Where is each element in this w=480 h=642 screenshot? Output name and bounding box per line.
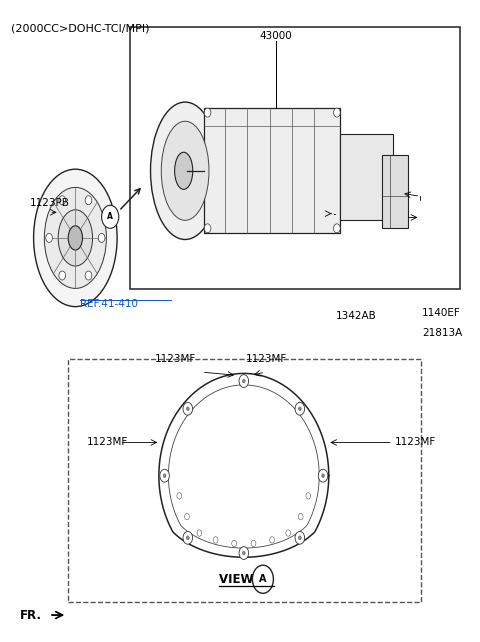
FancyBboxPatch shape xyxy=(204,108,340,233)
Circle shape xyxy=(239,546,249,559)
Circle shape xyxy=(306,492,311,499)
Ellipse shape xyxy=(68,226,83,250)
Circle shape xyxy=(204,224,211,233)
Text: (2000CC>DOHC-TCI/MPI): (2000CC>DOHC-TCI/MPI) xyxy=(11,24,149,34)
Circle shape xyxy=(286,530,290,536)
Text: 1123MF: 1123MF xyxy=(87,437,129,447)
Circle shape xyxy=(251,541,256,546)
Text: A: A xyxy=(107,213,113,221)
Text: 1123PB: 1123PB xyxy=(30,198,70,208)
Circle shape xyxy=(298,514,303,520)
Text: 1123MF: 1123MF xyxy=(155,354,196,365)
Ellipse shape xyxy=(151,102,220,239)
Circle shape xyxy=(85,271,92,280)
FancyBboxPatch shape xyxy=(68,360,421,602)
Circle shape xyxy=(295,403,305,415)
Circle shape xyxy=(299,407,301,411)
Circle shape xyxy=(177,492,181,499)
Circle shape xyxy=(197,530,202,536)
Ellipse shape xyxy=(34,169,117,307)
Circle shape xyxy=(318,469,328,482)
Text: 1123MF: 1123MF xyxy=(246,354,287,365)
Circle shape xyxy=(98,234,105,243)
Circle shape xyxy=(334,108,340,117)
Circle shape xyxy=(239,375,249,388)
Circle shape xyxy=(242,379,245,383)
Circle shape xyxy=(59,271,66,280)
Text: REF.41-410: REF.41-410 xyxy=(80,299,138,309)
Text: 1123MF: 1123MF xyxy=(395,437,436,447)
FancyBboxPatch shape xyxy=(340,134,393,220)
Circle shape xyxy=(213,537,218,543)
Circle shape xyxy=(102,205,119,229)
Circle shape xyxy=(334,224,340,233)
Circle shape xyxy=(204,108,211,117)
Circle shape xyxy=(160,469,169,482)
Circle shape xyxy=(183,403,192,415)
Text: FR.: FR. xyxy=(20,609,42,621)
Ellipse shape xyxy=(44,187,107,288)
Ellipse shape xyxy=(161,121,209,220)
Ellipse shape xyxy=(58,210,93,266)
Text: A: A xyxy=(259,574,267,584)
Circle shape xyxy=(186,536,189,540)
Circle shape xyxy=(163,474,166,478)
Circle shape xyxy=(322,474,324,478)
Circle shape xyxy=(185,514,189,520)
Circle shape xyxy=(295,532,305,544)
Circle shape xyxy=(59,196,66,205)
Circle shape xyxy=(232,541,237,546)
Circle shape xyxy=(270,537,275,543)
Circle shape xyxy=(252,565,274,593)
Text: 21813A: 21813A xyxy=(422,327,463,338)
Text: 43000: 43000 xyxy=(259,31,292,41)
Circle shape xyxy=(46,234,52,243)
Circle shape xyxy=(85,196,92,205)
Ellipse shape xyxy=(175,152,193,189)
Circle shape xyxy=(183,532,192,544)
FancyBboxPatch shape xyxy=(130,27,459,289)
Text: 1342AB: 1342AB xyxy=(336,311,376,321)
Text: VIEW: VIEW xyxy=(218,573,257,586)
FancyBboxPatch shape xyxy=(382,155,408,229)
Circle shape xyxy=(186,407,189,411)
Circle shape xyxy=(242,551,245,555)
Text: 1140EF: 1140EF xyxy=(422,308,461,318)
Circle shape xyxy=(299,536,301,540)
